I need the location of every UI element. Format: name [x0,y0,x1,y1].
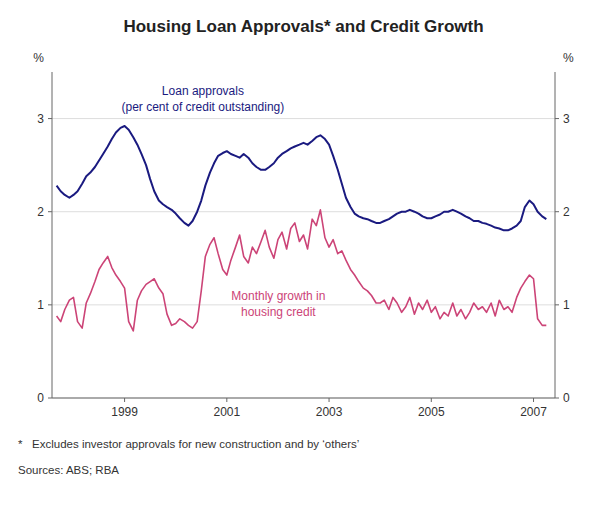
x-tick-label: 2007 [520,405,547,419]
y-tick-label: 1 [37,298,44,312]
grid-line [52,118,555,119]
footnote: Sources: ABS; RBA [18,464,119,476]
series-label: Monthly growth in housing credit [231,289,325,319]
y2-axis-label: % [563,51,574,65]
y-tick-label: 0 [37,391,44,405]
x-tick [431,398,432,402]
x-tick [533,398,534,402]
grid-line [52,398,555,399]
y-tick-label: 3 [37,112,44,126]
y2-tick [555,398,559,399]
chart: Housing Loan Approvals* and Credit Growt… [0,0,607,509]
series-label-line: Monthly growth in [231,289,325,303]
series-line [57,210,547,331]
series-label: Loan approvals (per cent of credit outsta… [122,84,285,114]
y-axis-line [52,72,53,398]
y-tick-label: 2 [37,205,44,219]
x-tick [226,398,227,402]
x-axis-line [52,398,555,399]
y2-tick-label: 1 [563,298,570,312]
y-tick [48,118,52,119]
y2-tick-label: 0 [563,391,570,405]
x-tick [124,398,125,402]
y2-axis-line [555,72,556,398]
series-line [57,126,547,230]
x-tick [329,398,330,402]
x-tick-label: 2005 [418,405,445,419]
y-axis-label: % [33,51,44,65]
title: Housing Loan Approvals* and Credit Growt… [123,17,483,36]
x-tick-label: 2003 [316,405,343,419]
footnote: * Excludes investor approvals for new co… [18,438,359,450]
y2-tick [555,211,559,212]
lines [57,126,547,331]
y2-tick-label: 2 [563,205,570,219]
x-tick-label: 1999 [111,405,138,419]
y-tick [48,398,52,399]
series-label-line: housing credit [241,305,316,319]
series-label-line: Loan approvals [162,84,244,98]
y-tick [48,304,52,305]
x-tick-label: 2001 [213,405,240,419]
series-label-line: (per cent of credit outstanding) [122,100,285,114]
grid-line [52,211,555,212]
y2-tick-label: 3 [563,112,570,126]
y2-tick [555,118,559,119]
y-tick [48,211,52,212]
y2-tick [555,304,559,305]
